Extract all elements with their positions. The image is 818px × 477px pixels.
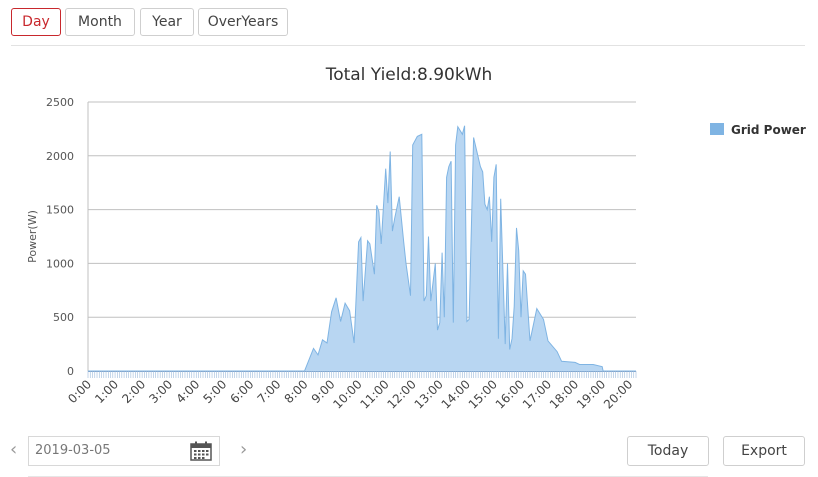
y-tick-label: 0 (67, 365, 74, 378)
export-button[interactable]: Export (723, 436, 805, 466)
x-tick-label: 13:00 (412, 377, 446, 411)
tab-day[interactable]: Day (11, 8, 61, 36)
x-tick-label: 11:00 (357, 377, 391, 411)
x-tick-label: 20:00 (601, 377, 635, 411)
series-area-grid-power (88, 125, 636, 371)
y-tick-label: 500 (53, 311, 74, 324)
x-tick-label: 14:00 (439, 377, 473, 411)
legend-swatch (710, 123, 724, 135)
x-tick-label: 10:00 (330, 377, 364, 411)
chart-title: Total Yield:8.90kWh (325, 65, 493, 85)
chevron-right-icon[interactable]: › (240, 439, 248, 460)
x-tick-label: 19:00 (574, 377, 608, 411)
x-tick-label: 7:00 (255, 377, 284, 406)
x-tick-label: 15:00 (466, 377, 500, 411)
x-tick-label: 4:00 (173, 377, 202, 406)
date-picker[interactable] (28, 436, 220, 466)
x-tick-label: 18:00 (547, 377, 581, 411)
tab-month[interactable]: Month (65, 8, 135, 36)
y-tick-label: 1500 (46, 204, 74, 217)
today-button[interactable]: Today (627, 436, 709, 466)
x-tick-label: 3:00 (146, 377, 175, 406)
calendar-icon[interactable] (190, 441, 212, 461)
x-tick-label: 8:00 (282, 377, 311, 406)
date-input[interactable] (35, 443, 185, 458)
series-line-grid-power (88, 125, 636, 372)
x-tick-label: 17:00 (520, 377, 554, 411)
y-axis-title: Power(W) (26, 210, 39, 263)
x-tick-label: 2:00 (119, 377, 148, 406)
tab-year[interactable]: Year (140, 8, 194, 36)
y-tick-label: 1000 (46, 257, 74, 270)
tab-overyears[interactable]: OverYears (198, 8, 288, 36)
legend-label: Grid Power (731, 123, 806, 137)
x-tick-label: 1:00 (92, 377, 121, 406)
tab-divider (11, 45, 805, 46)
x-tick-label: 5:00 (200, 377, 229, 406)
y-tick-label: 2000 (46, 150, 74, 163)
power-chart: Total Yield:8.90kWh 0 500 1000 1500 2000 2500 P… (26, 65, 806, 412)
x-tick-label: 12:00 (385, 377, 419, 411)
y-tick-label: 2500 (46, 96, 74, 109)
x-tick-label: 6:00 (228, 377, 257, 406)
x-tick-label: 16:00 (493, 377, 527, 411)
chevron-left-icon[interactable]: ‹ (10, 439, 18, 460)
x-tick-label: 0:00 (65, 377, 94, 406)
